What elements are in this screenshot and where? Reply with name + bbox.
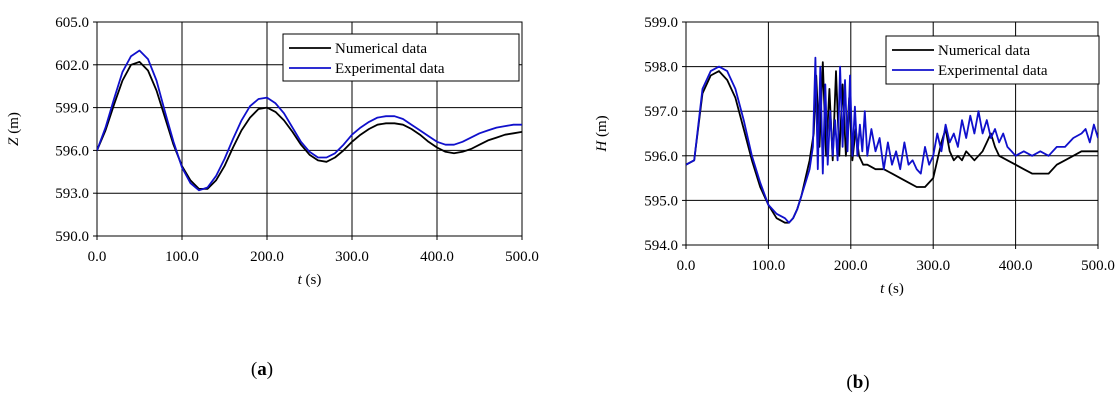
- y-tick-label: 602.0: [55, 58, 89, 74]
- x-tick-label: 0.0: [88, 249, 107, 265]
- y-tick-label: 596.0: [644, 149, 678, 165]
- y-tick-label: 594.0: [644, 238, 678, 254]
- x-tick-label: 200.0: [834, 258, 868, 274]
- panel-label: (b): [846, 372, 869, 393]
- y-tick-label: 595.0: [644, 193, 678, 209]
- chart-b: 0.0 100.0 200.0 300.0 400.0 500.0 594.0 595.0 59…: [594, 15, 1115, 393]
- legend-label: Experimental data: [335, 61, 445, 77]
- x-tick-label: 500.0: [505, 249, 539, 265]
- legend-label: Numerical data: [938, 43, 1030, 59]
- series-experimental-line: [686, 56, 1098, 224]
- legend-label: Experimental data: [938, 63, 1048, 79]
- y-tick-label: 598.0: [644, 60, 678, 76]
- y-tick-label: 593.0: [55, 186, 89, 202]
- x-tick-label: 300.0: [335, 249, 369, 265]
- legend-box: [282, 33, 520, 82]
- y-tick-label: 599.0: [55, 101, 89, 117]
- series-numerical-line: [686, 61, 1098, 224]
- series-experimental-line: [97, 49, 522, 192]
- x-tick-label: 100.0: [752, 258, 786, 274]
- plot-frame: [685, 21, 1099, 246]
- x-tick-label: 400.0: [420, 249, 454, 265]
- y-tick-label: 597.0: [644, 104, 678, 120]
- chart-a: 0.0 100.0 200.0 300.0 400.0 500.0 590.0 593.0 59…: [6, 15, 539, 380]
- x-tick-label: 200.0: [250, 249, 284, 265]
- x-tick-label: 500.0: [1081, 258, 1115, 274]
- x-tick-label: 100.0: [165, 249, 199, 265]
- legend-box: [885, 35, 1100, 85]
- legend-label: Numerical data: [335, 41, 427, 57]
- y-axis-label: H (m): [594, 115, 610, 152]
- y-tick-label: 605.0: [55, 15, 89, 31]
- series-numerical-line: [97, 61, 522, 190]
- x-axis-label: t (s): [880, 281, 904, 297]
- x-axis-label: t (s): [298, 272, 322, 288]
- x-tick-label: 0.0: [677, 258, 696, 274]
- y-tick-label: 596.0: [55, 143, 89, 159]
- x-tick-label: 400.0: [999, 258, 1033, 274]
- y-tick-label: 599.0: [644, 15, 678, 31]
- plot-frame: [96, 21, 523, 237]
- y-axis-label: Z (m): [6, 112, 22, 146]
- panel-label: (a): [251, 359, 273, 380]
- x-tick-label: 300.0: [916, 258, 950, 274]
- y-tick-label: 590.0: [55, 229, 89, 245]
